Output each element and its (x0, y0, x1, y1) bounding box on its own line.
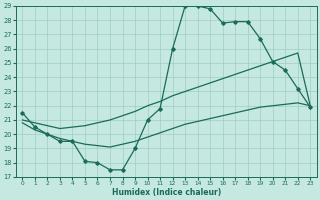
X-axis label: Humidex (Indice chaleur): Humidex (Indice chaleur) (112, 188, 221, 197)
